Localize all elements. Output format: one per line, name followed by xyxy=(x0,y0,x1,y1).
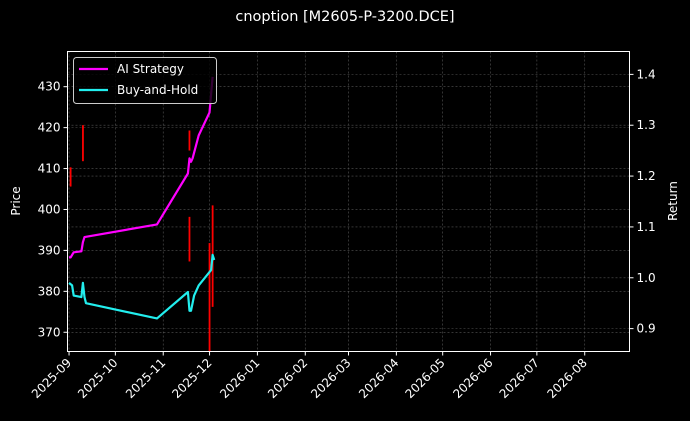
x-tick-label: 2025-12 xyxy=(169,356,214,401)
y2-tick-label: 1.2 xyxy=(637,169,656,183)
x-tick-label: 2026-03 xyxy=(308,356,353,401)
series-line-ai-strategy xyxy=(69,76,214,259)
x-tick-label: 2026-08 xyxy=(544,356,589,401)
series-line-buy-and-hold xyxy=(68,253,216,320)
y-tick-label: 430 xyxy=(38,80,61,94)
x-axis: 2025-09 2025-10 2025-11 2025-12 2026-01 2026-… xyxy=(29,351,590,401)
x-tick-label: 2025-11 xyxy=(123,356,168,401)
y2-tick-label: 1.4 xyxy=(637,67,656,81)
x-tick-label: 2026-04 xyxy=(356,356,401,401)
y-tick-label: 400 xyxy=(38,202,61,216)
x-tick-label: 2026-02 xyxy=(265,356,310,401)
legend-label-ai-strategy: AI Strategy xyxy=(117,62,184,76)
chart-title: cnoption [M2605-P-3200.DCE] xyxy=(235,9,455,25)
y2-axis-label: Return xyxy=(666,181,680,221)
y2-tick-label: 1.1 xyxy=(637,220,656,234)
x-tick-label: 2025-09 xyxy=(29,356,74,401)
x-tick-label: 2026-01 xyxy=(217,356,262,401)
left-y-axis: 370 380 390 400 410 420 430 xyxy=(38,80,68,339)
legend-label-buy-and-hold: Buy-and-Hold xyxy=(117,83,198,97)
series-lines xyxy=(68,76,216,320)
x-tick-label: 2025-10 xyxy=(75,356,120,401)
x-tick-label: 2026-06 xyxy=(450,356,495,401)
y-tick-label: 380 xyxy=(38,284,61,298)
y2-tick-label: 1.0 xyxy=(637,271,656,285)
y2-tick-label: 0.9 xyxy=(637,322,656,336)
y-tick-label: 390 xyxy=(38,243,61,257)
right-y-axis: 0.9 1.0 1.1 1.2 1.3 1.4 xyxy=(629,67,656,336)
y-tick-label: 410 xyxy=(38,162,61,176)
legend-box xyxy=(73,57,217,104)
x-tick-label: 2026-07 xyxy=(497,356,542,401)
y-tick-label: 420 xyxy=(38,121,61,135)
grid-lines xyxy=(67,51,630,352)
y-tick-label: 370 xyxy=(38,325,61,339)
y2-tick-label: 1.3 xyxy=(637,118,656,132)
legend: AI Strategy Buy-and-Hold xyxy=(73,57,217,104)
y-axis-label: Price xyxy=(9,186,23,215)
x-tick-label: 2026-05 xyxy=(402,356,447,401)
